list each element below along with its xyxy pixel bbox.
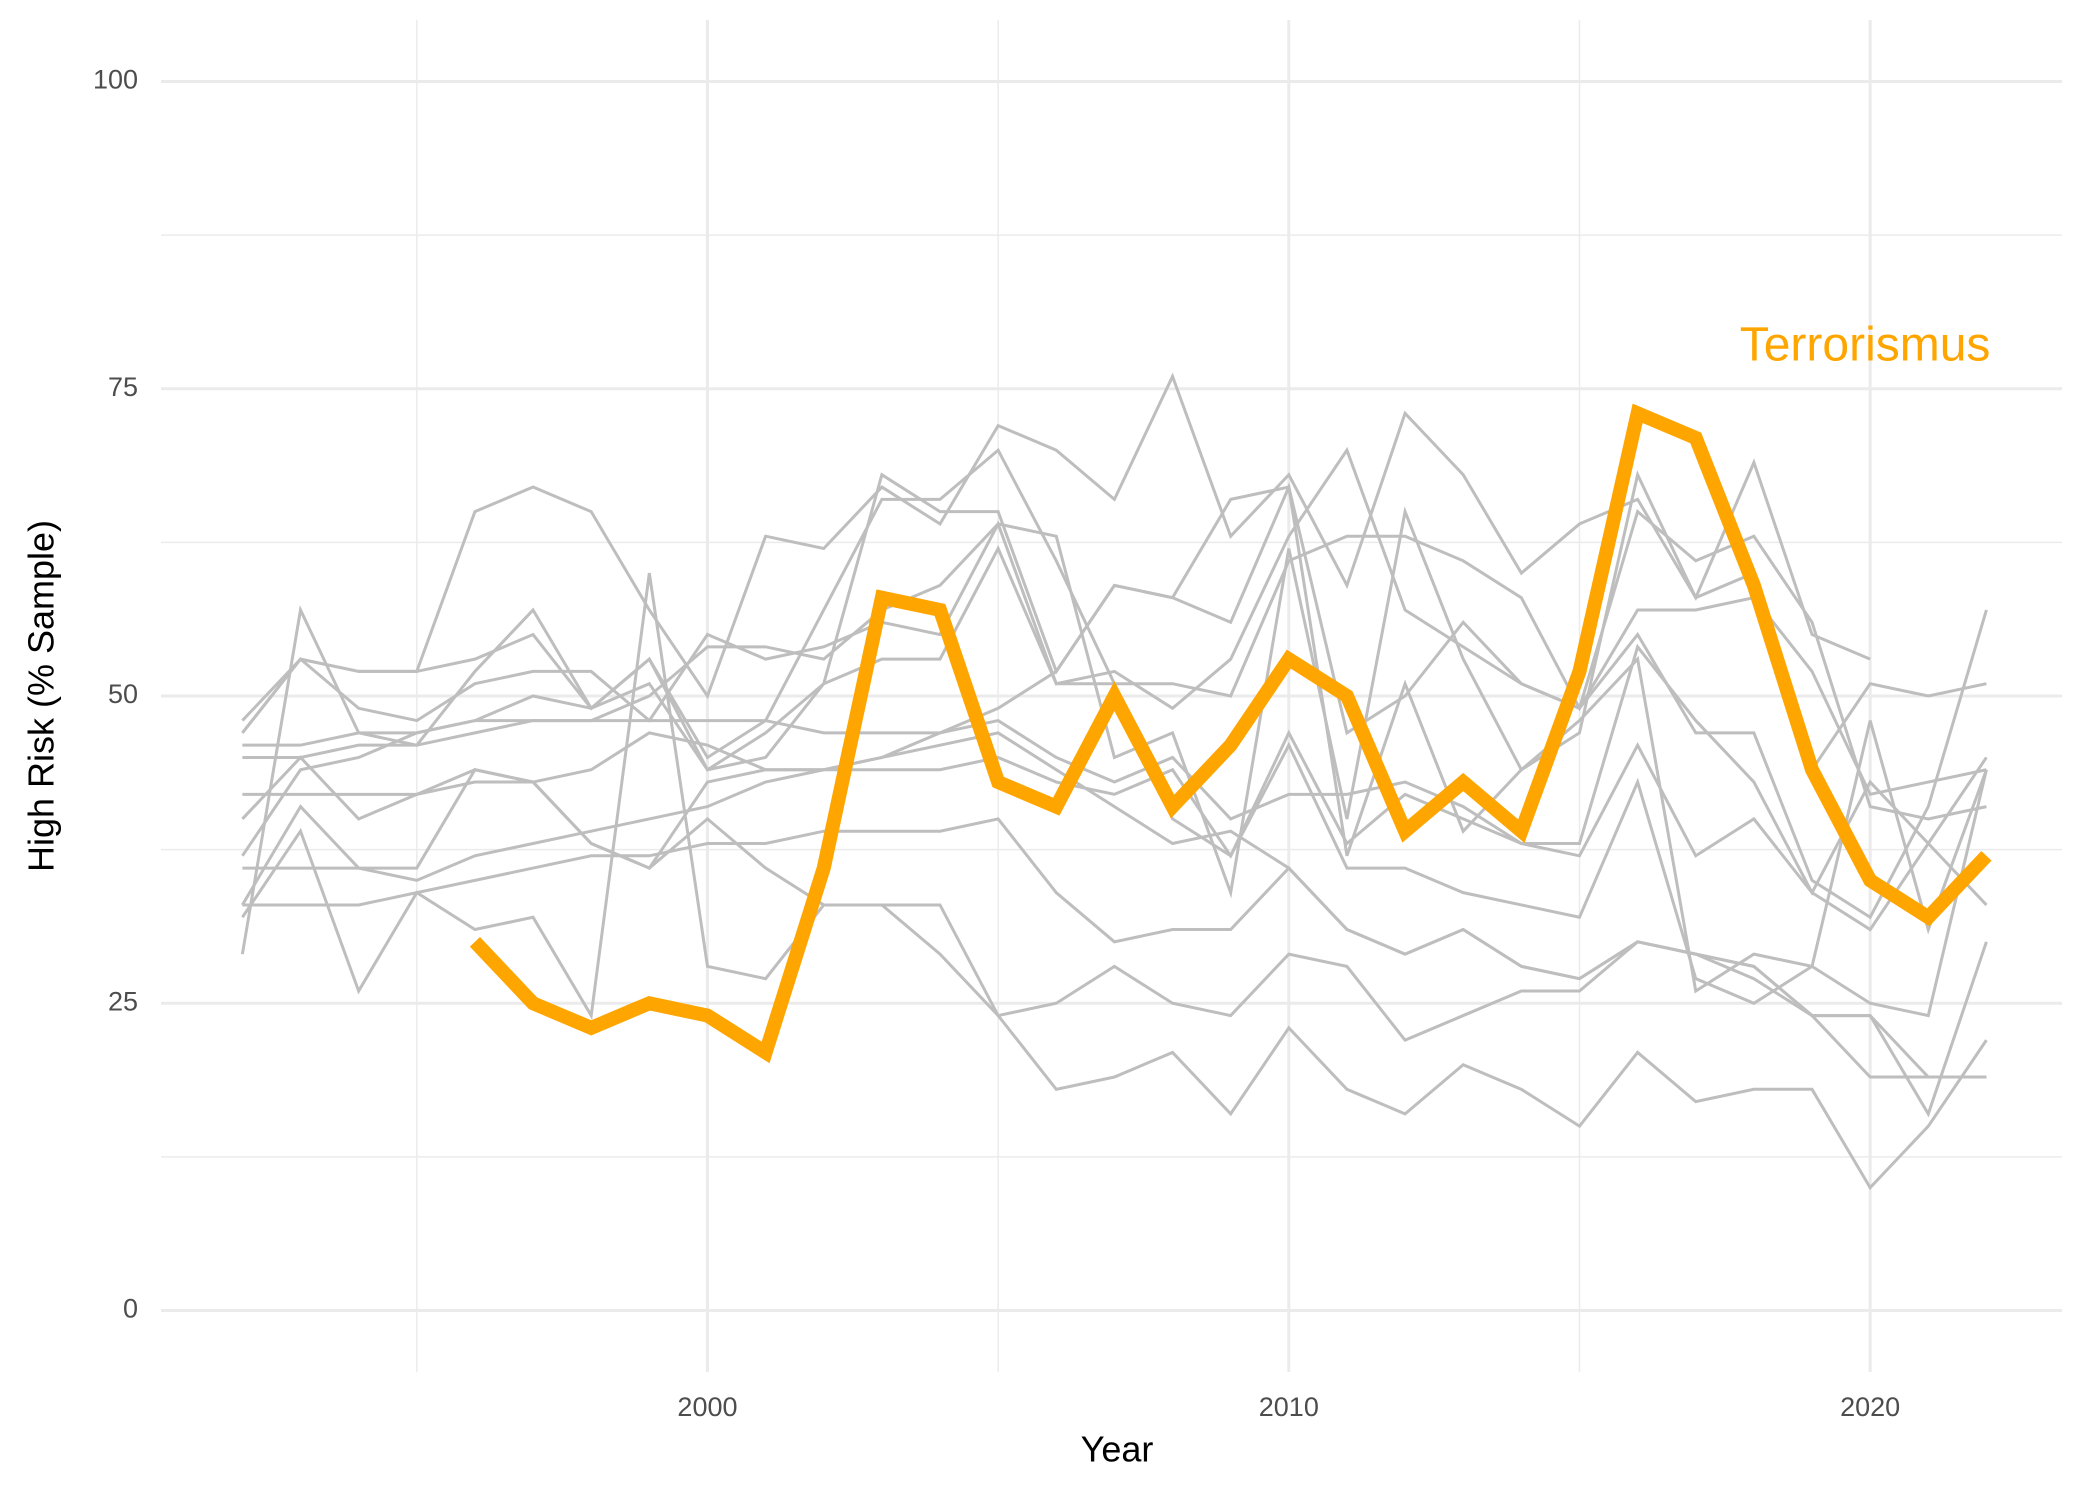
line	[242, 470, 1987, 899]
line	[241, 572, 1988, 1191]
highlight-line	[469, 403, 1992, 1064]
y-tick-label: 75	[108, 372, 138, 402]
series-label: Terrorismus	[1740, 319, 1991, 372]
line	[241, 372, 1871, 734]
line	[240, 472, 1988, 955]
y-tick-label: 25	[108, 986, 138, 1016]
y-tick-label: 50	[108, 679, 138, 709]
line	[241, 731, 1987, 1079]
y-tick-label: 100	[93, 65, 138, 95]
x-tick-label: 2020	[1840, 1392, 1900, 1422]
line	[242, 485, 1988, 994]
x-axis-title: Year	[1081, 1429, 1154, 1470]
line	[242, 817, 1988, 1118]
x-tick-label: 2010	[1259, 1392, 1319, 1422]
y-axis-title: High Risk (% Sample)	[21, 520, 62, 872]
line	[242, 731, 1988, 1018]
x-tick-label: 2000	[677, 1392, 737, 1422]
line	[241, 446, 1987, 821]
y-tick-label: 0	[123, 1294, 138, 1324]
